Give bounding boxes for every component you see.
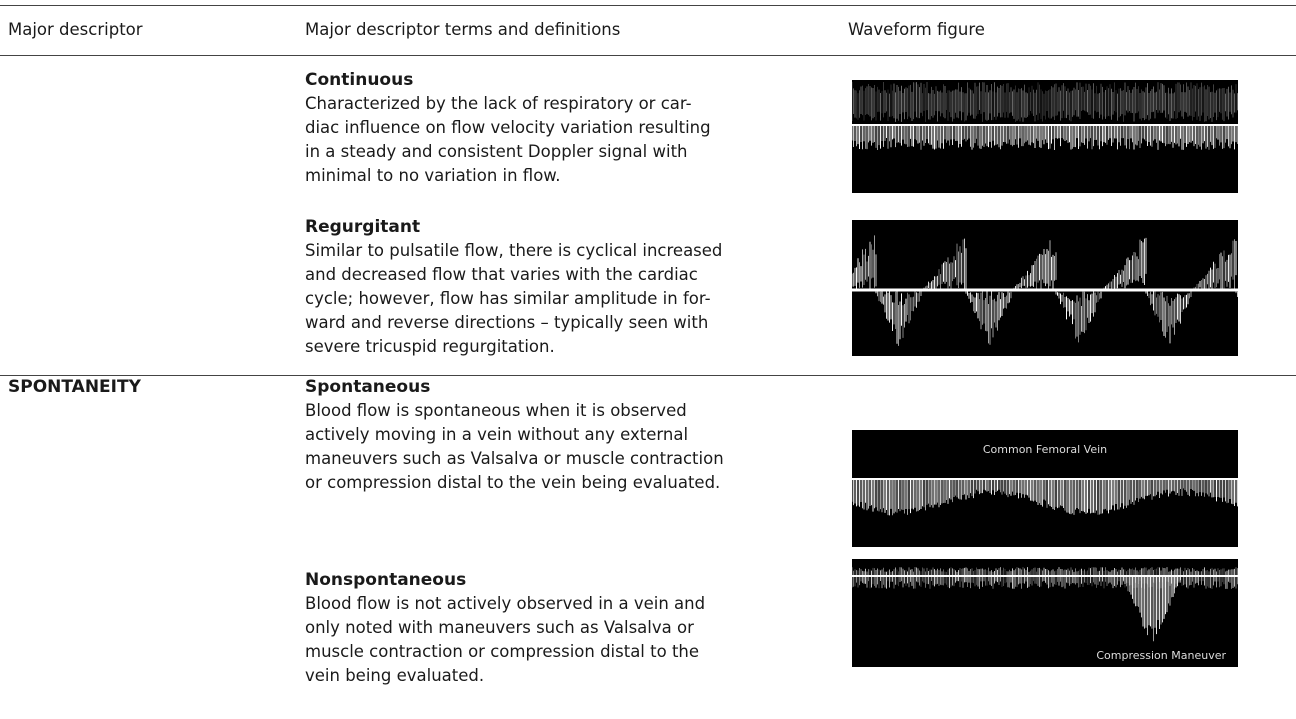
definition-line: in a steady and consistent Doppler signa…: [305, 140, 688, 164]
definition-line: actively moving in a vein without any ex…: [305, 423, 688, 447]
waveform-figure: Common Femoral Vein: [852, 430, 1238, 547]
definition-line: vein being evaluated.: [305, 664, 484, 688]
definition-line: diac influence on flow velocity variatio…: [305, 116, 711, 140]
definition-line: Similar to pulsatile flow, there is cycl…: [305, 239, 722, 263]
definition-line: muscle contraction or compression distal…: [305, 640, 699, 664]
term: Spontaneous: [305, 375, 430, 399]
waveform-figure: [852, 80, 1238, 193]
header-cell: Major descriptor terms and definitions: [305, 18, 620, 42]
descriptor: SPONTANEITY: [8, 375, 141, 399]
page: Major descriptor Major descriptor terms …: [0, 0, 1296, 719]
definition-line: minimal to no variation in flow.: [305, 164, 561, 188]
definition-line: ward and reverse directions – typically …: [305, 311, 708, 335]
term: Continuous: [305, 68, 413, 92]
figure-label: Common Femoral Vein: [983, 443, 1107, 456]
definition-line: Blood flow is not actively observed in a…: [305, 592, 705, 616]
waveform-figure: Compression Maneuver: [852, 559, 1238, 667]
term: Nonspontaneous: [305, 568, 466, 592]
definition-line: or compression distal to the vein being …: [305, 471, 720, 495]
header-cell: Waveform figure: [848, 18, 985, 42]
definition-line: and decreased flow that varies with the …: [305, 263, 698, 287]
definition-line: cycle; however, flow has similar amplitu…: [305, 287, 711, 311]
header-cell: Major descriptor: [8, 18, 143, 42]
waveform-figure: [852, 220, 1238, 356]
definition-line: Characterized by the lack of respiratory…: [305, 92, 692, 116]
definition-line: maneuvers such as Valsalva or muscle con…: [305, 447, 724, 471]
definition-line: severe tricuspid regurgitation.: [305, 335, 555, 359]
definition-line: Blood flow is spontaneous when it is obs…: [305, 399, 687, 423]
rule: [0, 375, 1296, 376]
term: Regurgitant: [305, 215, 420, 239]
figure-label: Compression Maneuver: [1096, 649, 1226, 662]
rule: [0, 55, 1296, 56]
rule: [0, 5, 1296, 6]
definition-line: only noted with maneuvers such as Valsal…: [305, 616, 694, 640]
